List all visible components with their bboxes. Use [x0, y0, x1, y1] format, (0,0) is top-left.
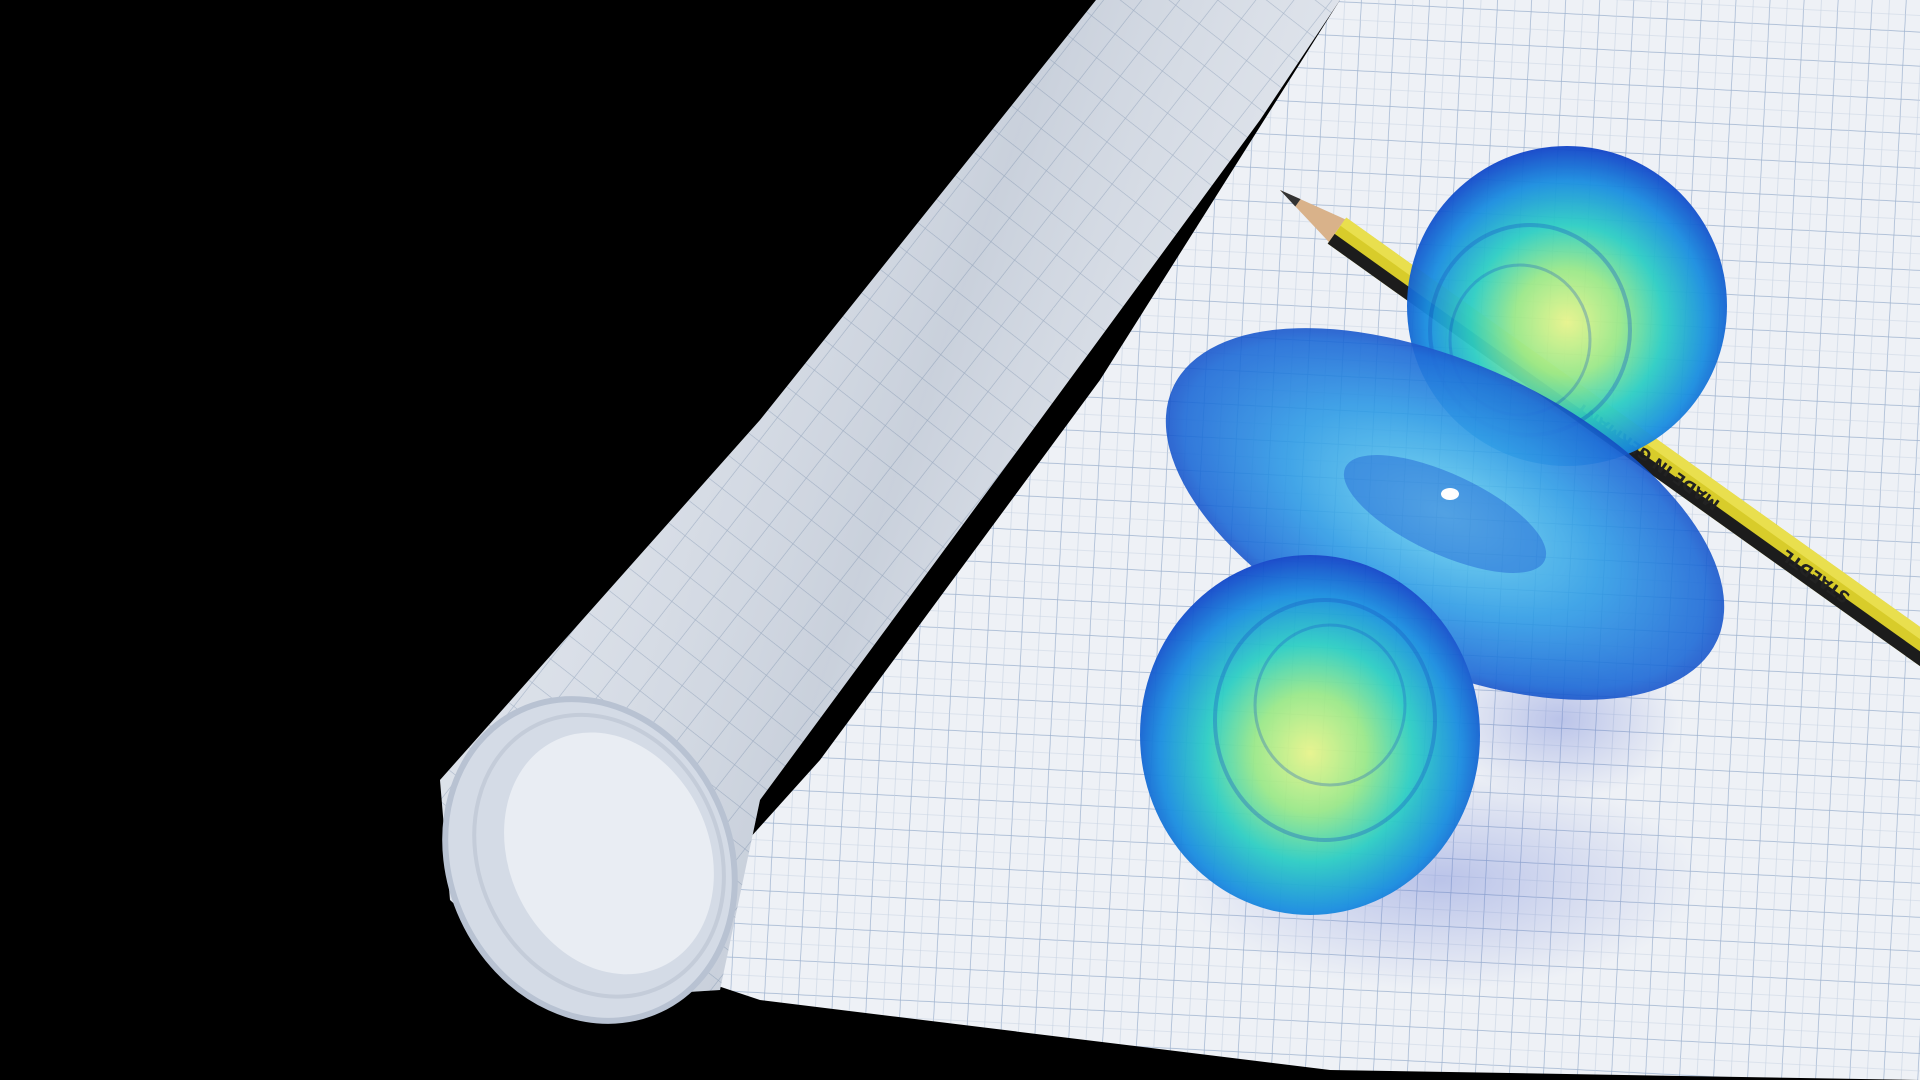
roll-end [442, 696, 738, 1024]
orbital [1140, 146, 1727, 915]
